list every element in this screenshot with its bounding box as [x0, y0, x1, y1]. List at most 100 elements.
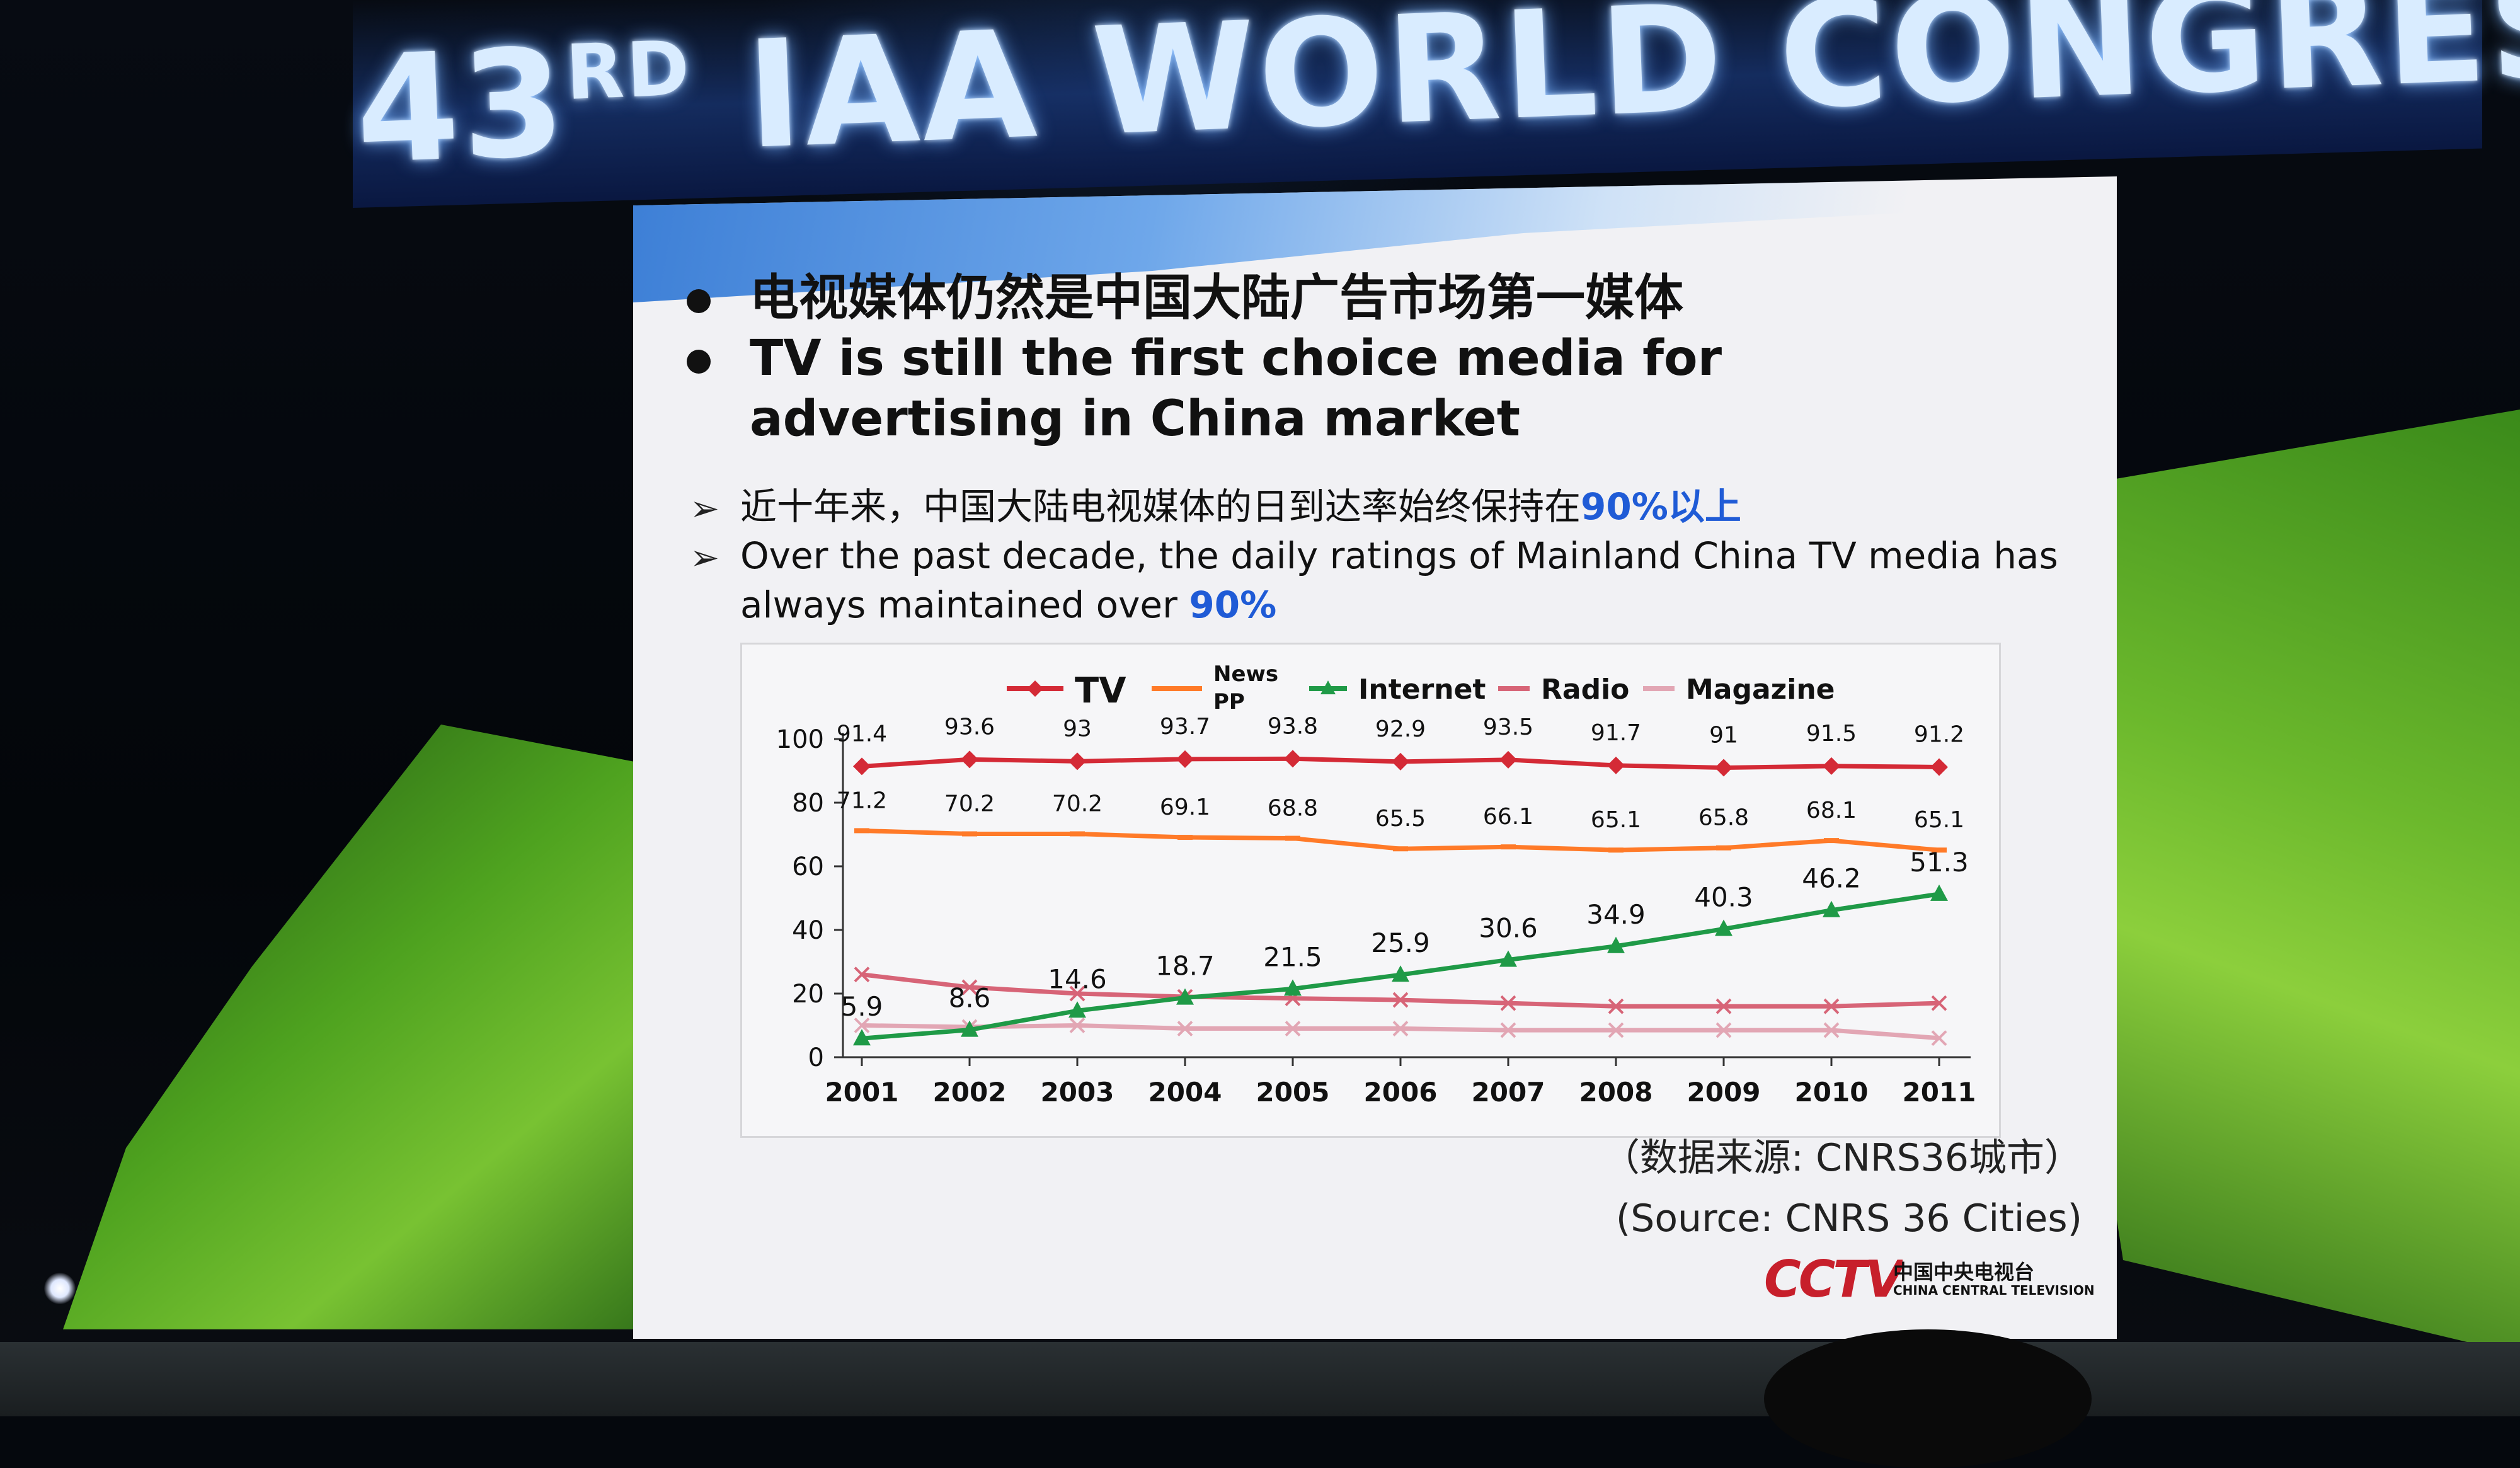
arrow-bullet-icon: ➢	[690, 488, 719, 529]
source-english: (Source: CNRS 36 Cities)	[1615, 1196, 2082, 1241]
data-point	[1177, 835, 1193, 840]
x-tick-label: 2001	[825, 1077, 899, 1108]
data-label: 91.4	[837, 721, 887, 747]
data-label: 30.6	[1479, 912, 1538, 943]
legend-label: PP	[1213, 689, 1245, 714]
data-label: 68.8	[1268, 796, 1318, 822]
data-label: 68.1	[1806, 798, 1857, 823]
source-chinese: （数据来源: CNRS36城市）	[1601, 1136, 2082, 1180]
bullet-chinese: 电视媒体仍然是中国大陆广告市场第一媒体	[687, 268, 2010, 328]
data-source-note: （数据来源: CNRS36城市） (Source: CNRS 36 Cities…	[1452, 1128, 2082, 1249]
bullet-dot-icon	[687, 289, 711, 313]
data-point	[1824, 838, 1839, 844]
data-point	[1176, 988, 1194, 1005]
data-label: 5.9	[841, 991, 883, 1022]
data-label: 93.8	[1268, 713, 1318, 739]
slide-subpoints: ➢ 近十年来，中国大陆电视媒体的日到达率始终保持在90%以上 ➢ Over th…	[690, 482, 2076, 629]
x-tick-label: 2002	[933, 1077, 1007, 1108]
x-tick-label: 2008	[1579, 1077, 1653, 1108]
legend-label: Internet	[1358, 674, 1486, 706]
data-point	[1070, 831, 1085, 837]
x-tick-label: 2009	[1687, 1077, 1761, 1108]
data-label: 18.7	[1155, 951, 1215, 982]
data-label: 92.9	[1375, 716, 1426, 742]
data-point	[1500, 1022, 1516, 1038]
data-point	[1392, 752, 1409, 771]
arrow-bullet-icon: ➢	[690, 537, 719, 578]
x-tick-label: 2004	[1148, 1077, 1222, 1108]
data-label: 93	[1063, 716, 1092, 742]
green-brush-right	[2079, 410, 2520, 1355]
legend-marker	[1027, 680, 1043, 697]
bullet-dot-icon	[687, 350, 711, 374]
cctv-logo-text: CCTV	[1764, 1251, 1903, 1308]
x-tick-label: 2003	[1041, 1077, 1114, 1108]
presentation-slide: 电视媒体仍然是中国大陆广告市场第一媒体 TV is still the firs…	[633, 176, 2117, 1339]
data-label: 14.6	[1048, 963, 1107, 994]
data-label: 93.5	[1483, 714, 1533, 740]
data-point	[1284, 979, 1302, 996]
data-label: 46.2	[1802, 863, 1861, 894]
data-point	[1069, 1018, 1085, 1033]
data-label: 91.2	[1914, 721, 1964, 747]
data-point	[1823, 900, 1840, 917]
data-label: 40.3	[1694, 881, 1753, 912]
data-point	[1715, 998, 1732, 1014]
data-label: 34.9	[1586, 899, 1646, 930]
data-point	[1931, 995, 1947, 1011]
data-point	[1500, 995, 1516, 1011]
y-tick-label: 100	[776, 725, 824, 754]
subpoint-english: ➢ Over the past decade, the daily rating…	[690, 531, 2076, 629]
data-point	[961, 979, 978, 995]
subpoint-text: Over the past decade, the daily ratings …	[740, 534, 2058, 626]
data-point	[854, 828, 869, 834]
stage-light	[44, 1273, 76, 1304]
data-point	[961, 1020, 978, 1037]
legend-marker	[1320, 680, 1336, 694]
data-point	[1608, 1022, 1624, 1038]
y-tick-label: 60	[792, 852, 824, 881]
data-point	[1715, 759, 1732, 777]
data-point	[961, 750, 978, 769]
data-point	[1932, 847, 1947, 853]
data-label: 65.8	[1698, 805, 1749, 831]
x-tick-label: 2011	[1903, 1077, 1976, 1108]
chart-series: 71.2 70.2 70.2 69.1 68.8 65.5 66.1 65.1 65.8 68.1…	[837, 713, 1969, 1047]
x-tick-label: 2006	[1364, 1077, 1438, 1108]
legend-label: TV	[1075, 670, 1126, 711]
data-point	[1392, 1021, 1409, 1036]
data-label: 21.5	[1263, 941, 1322, 972]
data-label: 66.1	[1483, 804, 1533, 830]
data-point	[854, 1018, 870, 1033]
data-point	[1392, 965, 1409, 982]
data-label: 51.3	[1910, 847, 1969, 878]
cctv-logo-icon: CCTV	[1764, 1251, 1903, 1308]
data-label: 91.7	[1591, 720, 1641, 746]
bullet-text: TV is still the first choice media for a…	[750, 330, 1722, 447]
data-point	[1715, 919, 1732, 936]
data-point	[1176, 750, 1194, 768]
data-point	[1607, 756, 1625, 774]
data-point	[1068, 752, 1086, 771]
data-point	[1284, 750, 1302, 768]
bullet-english: TV is still the first choice media for a…	[687, 328, 2010, 449]
data-point	[1285, 835, 1300, 841]
data-point	[1715, 1022, 1732, 1038]
y-tick-label: 0	[808, 1043, 824, 1072]
data-point	[1068, 1001, 1086, 1018]
data-point	[1931, 1030, 1947, 1047]
y-tick-label: 40	[792, 916, 824, 945]
data-label: 70.2	[1052, 791, 1102, 817]
data-label: 65.1	[1591, 807, 1641, 833]
bullet-text: 电视媒体仍然是中国大陆广告市场第一媒体	[750, 270, 1684, 326]
subpoint-highlight: 90%以上	[1581, 485, 1741, 528]
data-label: 71.2	[837, 788, 887, 813]
banner-title-number: 43	[353, 17, 571, 197]
data-point	[1501, 844, 1516, 850]
data-label: 8.6	[949, 983, 991, 1014]
banner-title-superscript: RD	[564, 25, 694, 118]
data-point	[853, 757, 871, 776]
data-label: 93.7	[1160, 714, 1210, 740]
